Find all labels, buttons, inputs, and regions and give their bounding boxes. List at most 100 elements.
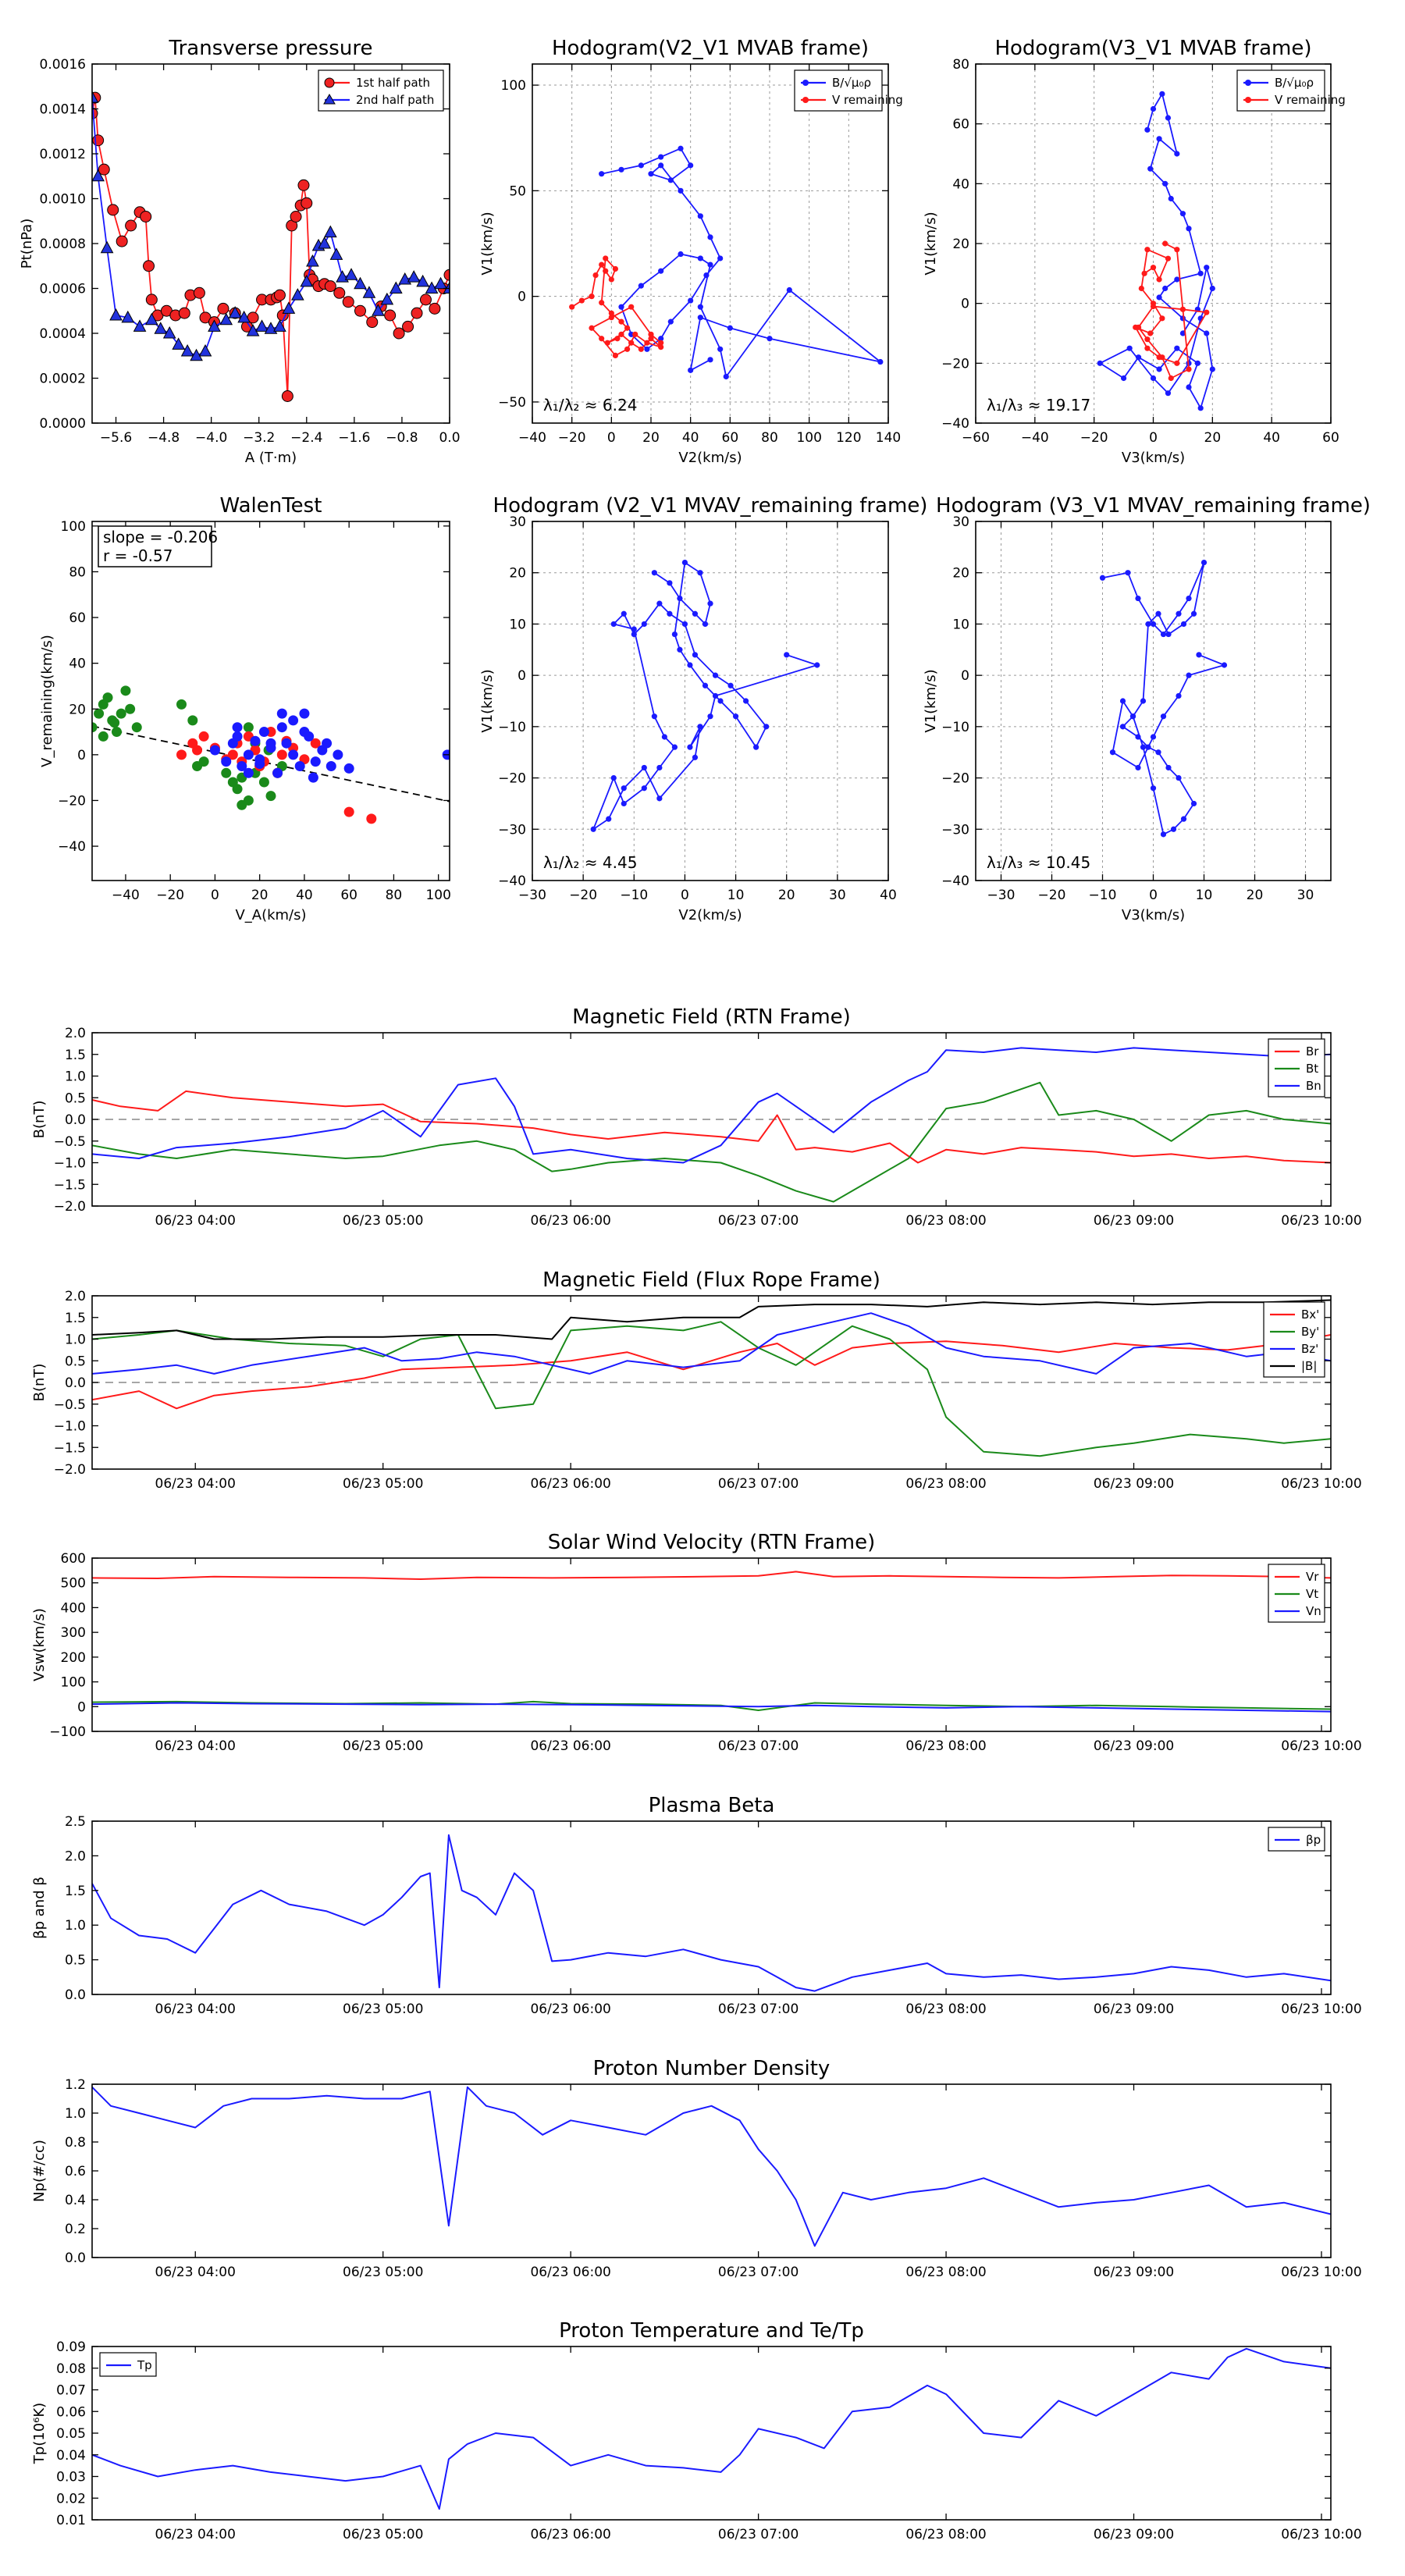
y-tick-label: 400 (61, 1600, 86, 1616)
scatter-point-blue (299, 727, 310, 738)
data-marker (569, 304, 575, 310)
x-tick-label: 06/23 07:00 (718, 2265, 799, 2280)
x-tick-label: 06/23 08:00 (905, 1738, 986, 1754)
x-axis-label: V3(km/s) (1122, 907, 1185, 923)
x-tick-label: 06/23 06:00 (530, 2527, 610, 2542)
y-tick-label: 0 (961, 668, 969, 684)
x-tick-label: −3.2 (243, 430, 275, 446)
scatter-point-green (232, 784, 243, 795)
data-marker (1186, 672, 1192, 678)
x-tick-label: 0 (607, 430, 616, 446)
data-marker (162, 326, 176, 339)
data-marker (712, 692, 719, 699)
data-marker (92, 91, 99, 103)
x-tick-label: 40 (1263, 430, 1280, 446)
chart-p4: −30 −20 −10 0 10 20 30 40−40−30−20−100102030Hod… (479, 494, 927, 923)
y-tick-label: −1.0 (54, 1419, 86, 1435)
plot-frame (91, 521, 450, 881)
data-marker (342, 296, 354, 308)
y-tick-label: 0.06 (56, 2404, 86, 2420)
data-marker (1200, 559, 1208, 566)
x-tick-label: 06/23 04:00 (155, 1476, 236, 1492)
x-axis-label: V2(km/s) (678, 450, 742, 466)
scatter-point-red (198, 731, 209, 742)
scatter-point-blue (243, 749, 254, 760)
legend: 1st half path 2nd half path (318, 69, 444, 112)
y-tick-label: 60 (69, 610, 86, 626)
y-tick-label: 0.0 (65, 1987, 86, 2003)
legend: B/√μ₀ρ V remaining (1236, 69, 1346, 112)
data-marker (608, 315, 614, 321)
y-tick-label: −10 (498, 720, 526, 735)
data-marker (671, 744, 678, 750)
y-tick-label: 30 (952, 514, 969, 530)
y-tick-label: 0 (518, 668, 526, 684)
data-marker (638, 283, 644, 289)
data-marker (1204, 330, 1210, 336)
data-marker (707, 357, 713, 363)
x-tick-label: 120 (836, 430, 861, 446)
data-marker (198, 343, 212, 357)
data-marker (1135, 764, 1141, 771)
y-tick-label: 10 (509, 617, 526, 632)
data-marker (692, 754, 699, 760)
y-tick-label: −0.5 (54, 1397, 86, 1413)
chart-title: Plasma Beta (649, 1794, 775, 1817)
data-marker (644, 346, 650, 352)
data-marker (1159, 91, 1165, 97)
x-tick-label: 60 (1322, 430, 1339, 446)
legend-label: Bx' (1301, 1308, 1319, 1322)
data-marker (599, 336, 605, 342)
x-tick-label: 20 (642, 430, 660, 446)
data-marker (1160, 713, 1167, 720)
data-marker (1209, 366, 1215, 372)
data-marker (1160, 631, 1167, 638)
data-marker (712, 672, 719, 678)
data-marker (717, 698, 724, 704)
y-axis-label: V1(km/s) (923, 212, 939, 275)
data-marker (1135, 324, 1142, 330)
series-line-tp (92, 2347, 1331, 2510)
data-marker (638, 162, 644, 169)
data-marker (732, 713, 739, 720)
data-marker (628, 340, 635, 346)
data-marker (1162, 240, 1168, 247)
data-marker (306, 254, 319, 267)
data-marker (1099, 575, 1106, 581)
y-axis-label: Vsw(km/s) (31, 1608, 48, 1681)
x-tick-label: 06/23 07:00 (718, 2001, 799, 2017)
y-tick-label: 80 (952, 57, 969, 73)
chart-p5: −30 −20 −10 0 10 20 30−40−30−20−100102030Hodog… (923, 494, 1371, 923)
y-axis-label: Np(#/cc) (31, 2140, 48, 2202)
y-tick-label: 0 (77, 1699, 86, 1715)
data-marker (667, 318, 674, 325)
series-line-bt (92, 1081, 1331, 1203)
legend-marker (1245, 97, 1251, 103)
series-group (590, 559, 820, 832)
scatter-point-green (258, 777, 269, 788)
legend: Br Bt Bn (1268, 1038, 1325, 1098)
data-marker (443, 281, 450, 294)
data-marker (658, 268, 664, 274)
plot-frame (91, 1557, 1332, 1732)
x-tick-label: 06/23 10:00 (1281, 2001, 1361, 2017)
y-tick-label: 0.4 (65, 2193, 86, 2208)
data-marker (1186, 384, 1192, 390)
y-tick-label: 80 (69, 564, 86, 580)
y-tick-label: 0 (518, 290, 526, 305)
scatter-point-green (221, 767, 232, 778)
data-marker (1180, 816, 1187, 822)
chart-title: Proton Number Density (593, 2057, 831, 2080)
scatter-point-green (102, 692, 113, 703)
y-tick-label: 1.5 (65, 1048, 86, 1063)
x-tick-label: 06/23 09:00 (1094, 1213, 1174, 1229)
x-tick-label: 06/23 06:00 (530, 2001, 610, 2017)
data-marker (1176, 610, 1182, 617)
chart-t1: 06/23 04:00 06/23 05:00 06/23 06:00 06/23 0… (31, 1268, 1362, 1492)
y-tick-label: 20 (509, 566, 526, 582)
x-tick-label: 20 (1204, 430, 1222, 446)
data-marker (614, 336, 621, 342)
legend-label: V remaining (832, 93, 903, 107)
data-marker (1140, 698, 1147, 704)
data-marker (1119, 698, 1126, 704)
